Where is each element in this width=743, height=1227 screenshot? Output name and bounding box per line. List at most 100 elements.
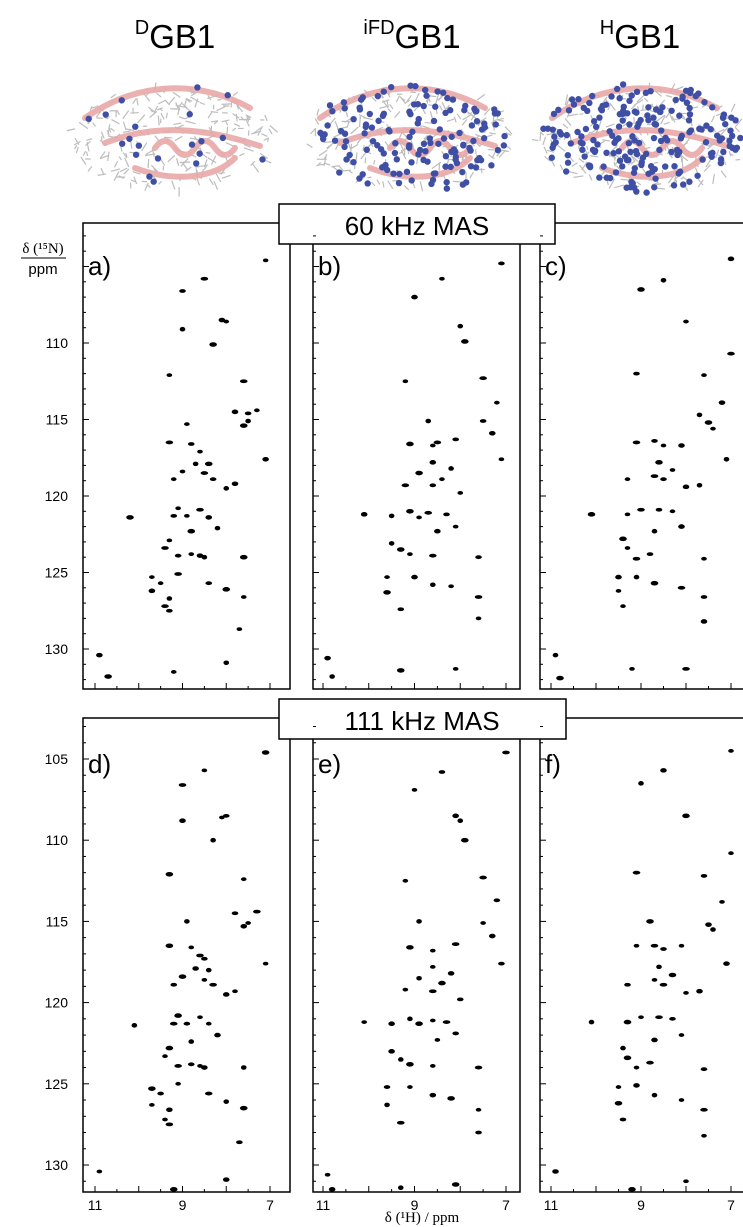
bond-stick	[531, 138, 539, 142]
proton-sphere	[460, 141, 467, 148]
peak	[683, 990, 689, 995]
bond-stick	[75, 146, 79, 154]
peak	[646, 919, 654, 924]
peak	[201, 1065, 208, 1070]
peak	[184, 513, 190, 518]
proton-sphere	[714, 132, 721, 139]
proton-sphere	[421, 86, 429, 94]
bond-stick	[193, 136, 199, 142]
peak	[615, 574, 622, 580]
proton-sphere	[393, 156, 401, 163]
peak	[205, 581, 213, 586]
y-axis-unit: ppm	[28, 261, 57, 278]
peak	[411, 574, 418, 580]
peak	[388, 1049, 395, 1054]
proton-sphere	[555, 106, 562, 114]
bond-stick	[636, 181, 642, 186]
bond-stick	[74, 144, 78, 150]
peak	[457, 323, 464, 329]
bond-stick	[150, 109, 155, 113]
proton-sphere	[443, 179, 450, 186]
peak	[209, 477, 217, 482]
peak	[161, 546, 169, 550]
proton-sphere	[619, 117, 626, 124]
peak	[704, 420, 713, 425]
bond-stick	[264, 114, 268, 122]
peak	[624, 477, 631, 482]
peak	[660, 277, 667, 283]
peak	[165, 943, 174, 949]
bond-stick	[415, 157, 419, 165]
proton-sphere	[676, 112, 683, 119]
peak	[170, 477, 177, 482]
bond-stick	[146, 183, 151, 188]
bond-stick	[182, 103, 188, 109]
peak	[179, 469, 186, 474]
panel-c-frame	[539, 222, 743, 690]
peak	[447, 1096, 455, 1101]
bond-stick	[539, 132, 542, 142]
peak	[710, 426, 716, 431]
peak	[474, 595, 483, 599]
proton-sphere	[388, 83, 395, 91]
y-tick-label: 130	[45, 1157, 69, 1173]
peak	[439, 276, 445, 281]
peak	[406, 945, 414, 950]
peak	[174, 572, 182, 576]
peak	[488, 933, 496, 939]
bond-stick	[119, 167, 128, 173]
proton-sphere	[443, 185, 451, 192]
proton-sphere	[342, 138, 350, 145]
bond-stick	[426, 98, 429, 104]
proton-sphere	[643, 189, 650, 196]
proton-sphere	[652, 106, 660, 113]
peaks-panel-d	[96, 750, 270, 1192]
bond-stick	[498, 119, 504, 122]
proton-sphere	[385, 126, 392, 134]
bond-stick	[185, 166, 192, 172]
proton-sphere	[544, 125, 552, 132]
proton-sphere	[407, 82, 414, 89]
peak	[175, 1081, 181, 1086]
proton-sphere	[154, 155, 162, 162]
bond-stick	[323, 156, 327, 166]
peak	[223, 486, 230, 491]
proton-sphere	[726, 137, 733, 145]
bond-stick	[259, 152, 269, 160]
peak	[488, 430, 496, 436]
protein-title-1-sup: D	[135, 17, 149, 39]
bond-stick	[317, 161, 322, 167]
proton-sphere	[550, 110, 558, 118]
x-tick-label: 7	[727, 1197, 735, 1213]
proton-sphere	[602, 101, 610, 108]
peak	[448, 466, 454, 471]
peak	[328, 1187, 336, 1192]
bond-stick	[630, 104, 636, 110]
proton-sphere	[341, 105, 348, 112]
proton-sphere	[462, 102, 469, 110]
proton-sphere	[467, 163, 475, 170]
proton-sphere	[463, 179, 470, 186]
bond-stick	[642, 104, 644, 111]
bond-stick	[253, 127, 262, 134]
bond-stick	[82, 150, 87, 156]
peaks-panel-a	[96, 258, 269, 679]
proton-sphere	[186, 111, 193, 118]
proton-sphere	[635, 139, 643, 147]
proton-sphere	[716, 137, 723, 144]
bond-stick	[358, 116, 361, 128]
proton-sphere	[728, 132, 736, 140]
peak	[723, 961, 730, 966]
proton-sphere	[380, 110, 388, 117]
ribbon	[152, 138, 238, 158]
peak	[239, 379, 248, 384]
bond-stick	[382, 181, 385, 188]
peak	[261, 750, 270, 755]
ribbon	[367, 155, 473, 180]
proton-sphere	[610, 149, 617, 157]
bond-stick	[718, 154, 724, 157]
bond-stick	[608, 178, 615, 189]
panel-d-frame	[82, 717, 291, 1193]
bond-stick	[630, 153, 636, 162]
proton-sphere	[468, 122, 476, 129]
